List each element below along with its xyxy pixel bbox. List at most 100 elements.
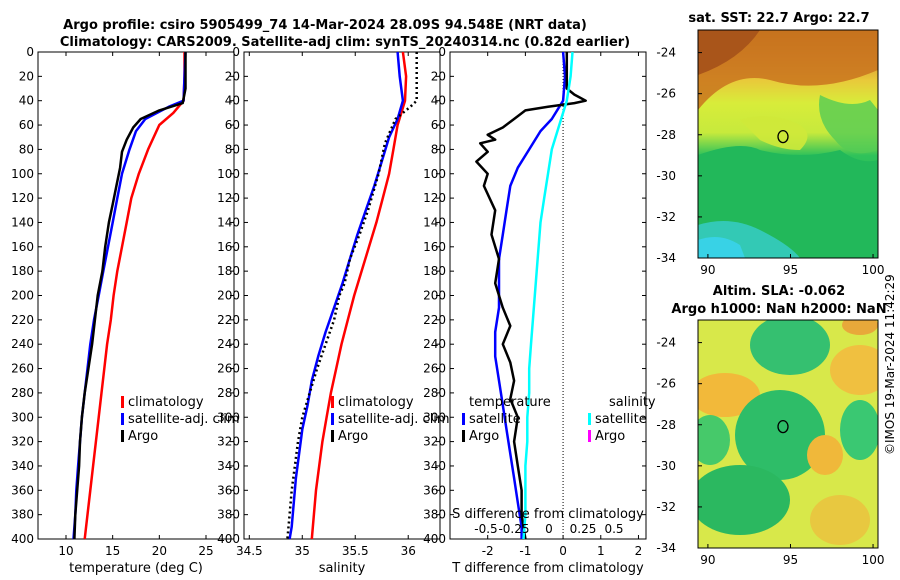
difference-ytick-label: 200	[423, 289, 446, 303]
salinity-ytick-label: 160	[217, 240, 240, 254]
salinity-ytick-label: 120	[217, 191, 240, 205]
secondary-xtick-label: 0.25	[570, 522, 597, 536]
difference-ytick-label: 240	[423, 337, 446, 351]
salinity-legend-2-label: Argo	[338, 429, 368, 444]
salinity-ytick-label: 180	[217, 264, 240, 278]
secondary-xtick-label: -0.25	[498, 522, 529, 536]
temperature-series-argo	[73, 52, 187, 540]
salinity-ytick-label: 20	[225, 69, 240, 83]
sst-map-ytick-label: -28	[656, 128, 676, 142]
salinity-legend-1-label: satellite-adj. clim	[338, 412, 450, 427]
temperature-ytick-label: 180	[11, 264, 34, 278]
temperature-ytick-label: 160	[11, 240, 34, 254]
difference-ytick-label: 260	[423, 362, 446, 376]
sla-map-title-line-1: Altim. SLA: -0.062	[713, 284, 845, 299]
sst-map-ytick-label: -24	[656, 46, 676, 60]
difference-xtick-label: 2	[635, 544, 643, 558]
title-line-2: Climatology: CARS2009. Satellite-adj cli…	[60, 35, 630, 50]
temperature-ytick-label: 60	[19, 118, 34, 132]
difference-legend-sal-satellite-swatch	[588, 413, 591, 425]
sst-map-ytick-label: -26	[656, 87, 676, 101]
difference-xtick-label: -2	[482, 544, 494, 558]
sla-map-title-line-2: Argo h1000: NaN h2000: NaN	[671, 302, 886, 317]
difference-xtick-label: 1	[597, 544, 605, 558]
difference-legend-temperature-title: temperature	[469, 395, 551, 410]
temperature-ytick-label: 240	[11, 337, 34, 351]
sst-map-title: sat. SST: 22.7 Argo: 22.7	[688, 11, 869, 26]
salinity-ytick-label: 140	[217, 215, 240, 229]
temperature-ytick-label: 300	[11, 410, 34, 424]
sla-map-axes: 90 95 100 -24 -26 -28 -30 -32 -34	[656, 336, 884, 567]
difference-legend-salinity-title: salinity	[609, 395, 656, 410]
title-line-1: Argo profile: csiro 5905499_74 14-Mar-20…	[63, 18, 587, 33]
salinity-xtick-label: 36	[401, 544, 416, 558]
temperature-xtick-label: 10	[58, 544, 73, 558]
salinity-xtick-label: 34.5	[236, 544, 263, 558]
salinity-ytick-label: 60	[225, 118, 240, 132]
difference-series-salinity-satellite	[522, 51, 574, 540]
salinity-ytick-label: 340	[217, 459, 240, 473]
difference-ytick-label: 0	[438, 45, 446, 59]
temperature-ytick-label: 360	[11, 483, 34, 497]
salinity-axes-frame	[243, 51, 441, 540]
sla-map-image	[698, 320, 878, 548]
difference-legend-temp-argo-swatch	[462, 430, 465, 442]
temperature-ytick-label: 320	[11, 435, 34, 449]
temperature-ytick-label: 0	[26, 45, 34, 59]
temperature-panel: 0204060801001201401601802002202402602803…	[11, 45, 240, 576]
sla-map-ytick-label: -32	[656, 500, 676, 514]
temperature-ytick-label: 40	[19, 94, 34, 108]
salinity-xlabel: salinity	[319, 561, 366, 576]
difference-ytick-label: 40	[431, 94, 446, 108]
sst-map-ytick-label: -34	[656, 251, 676, 265]
sla-map-xtick-label: 90	[700, 553, 715, 567]
difference-ytick-label: 140	[423, 215, 446, 229]
difference-ytick-label: 60	[431, 118, 446, 132]
salinity-ytick-label: 380	[217, 508, 240, 522]
temperature-xtick-label: 15	[105, 544, 120, 558]
sla-map-frame	[697, 319, 879, 549]
temperature-ytick-label: 80	[19, 142, 34, 156]
salinity-ytick-label: 0	[232, 45, 240, 59]
salinity-series-argo	[286, 52, 418, 540]
salinity-ytick-label: 300	[217, 410, 240, 424]
difference-xtick-label: 0	[559, 544, 567, 558]
sst-map-xtick-label: 100	[862, 263, 885, 277]
temperature-legend-1-label: satellite-adj. clim	[128, 412, 240, 427]
salinity-ytick-label: 400	[217, 532, 240, 546]
temperature-ytick-label: 340	[11, 459, 34, 473]
temperature-xtick-label: 20	[152, 544, 167, 558]
temperature-legend-1-swatch	[121, 413, 124, 425]
salinity-legend-0-label: climatology	[338, 395, 414, 410]
sst-map-ytick-label: -32	[656, 210, 676, 224]
temperature-xlabel: temperature (deg C)	[69, 561, 203, 576]
temperature-ytick-label: 120	[11, 191, 34, 205]
salinity-panel: 0204060801001201401601802002202402602803…	[217, 45, 450, 576]
salinity-xtick-label: 35	[295, 544, 310, 558]
temperature-legend-0-label: climatology	[128, 395, 204, 410]
difference-legend-temp-satellite-label: satellite	[469, 412, 521, 427]
salinity-ytick-label: 240	[217, 337, 240, 351]
difference-axes-frame	[449, 51, 647, 540]
difference-panel: 0204060801001201401601802002202402602803…	[423, 45, 656, 576]
sst-map-xtick-label: 90	[700, 263, 715, 277]
salinity-ytick-label: 260	[217, 362, 240, 376]
difference-ytick-label: 180	[423, 264, 446, 278]
sla-map-ytick-label: -28	[656, 418, 676, 432]
salinity-ytick-label: 280	[217, 386, 240, 400]
difference-legend-temp-satellite-swatch	[462, 413, 465, 425]
temperature-ytick-label: 260	[11, 362, 34, 376]
salinity-ytick-label: 200	[217, 289, 240, 303]
difference-legend-sal-argo-label: Argo	[595, 429, 625, 444]
salinity-ytick-label: 220	[217, 313, 240, 327]
difference-ytick-label: 300	[423, 410, 446, 424]
difference-ytick-label: 120	[423, 191, 446, 205]
difference-ytick-label: 280	[423, 386, 446, 400]
secondary-xlabel: S difference from climatology	[452, 507, 644, 522]
salinity-ytick-label: 100	[217, 167, 240, 181]
imos-watermark: ©IMOS 19-Mar-2024 11:42:29	[883, 274, 897, 455]
sla-map-ytick-label: -34	[656, 541, 676, 555]
difference-ytick-label: 360	[423, 483, 446, 497]
salinity-legend-2-swatch	[331, 430, 334, 442]
